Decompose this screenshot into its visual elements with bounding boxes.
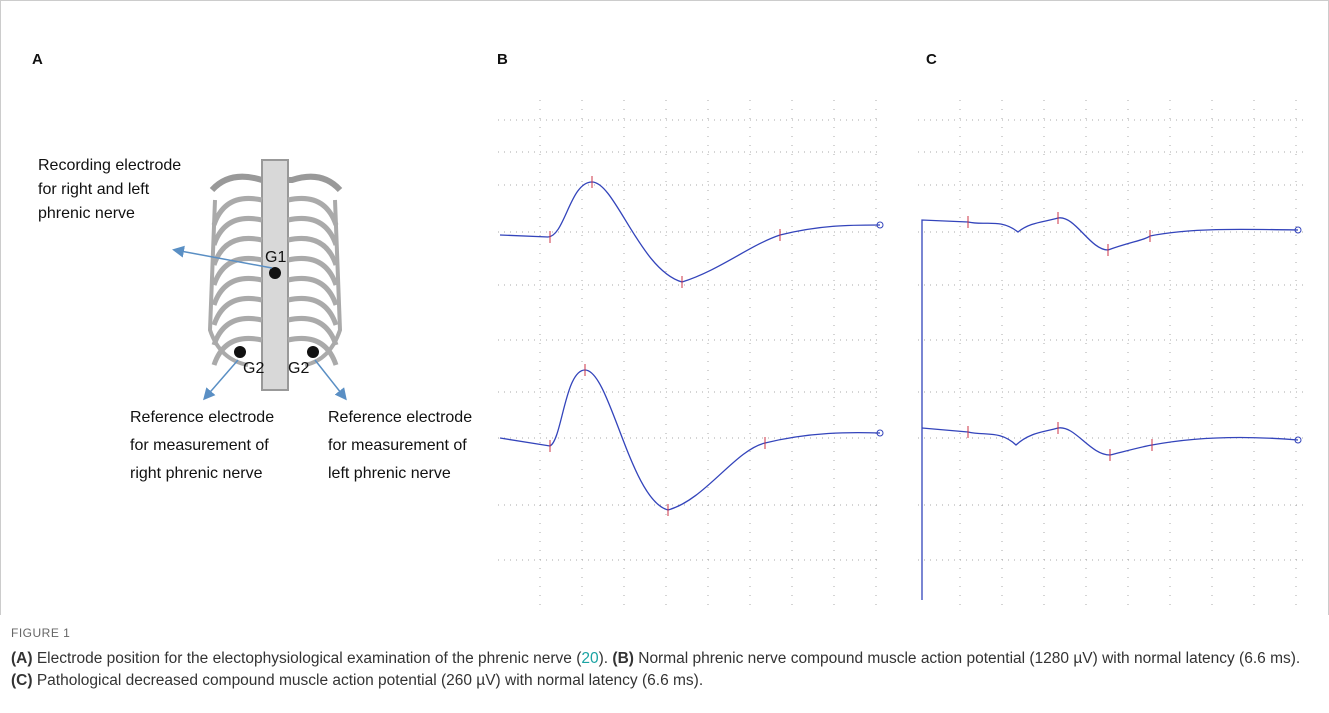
- end-marker: [876, 429, 884, 437]
- rib: [211, 215, 263, 246]
- electrode-label: G2: [288, 360, 309, 377]
- annotation: left phrenic nerve: [328, 465, 451, 482]
- rib: [211, 255, 263, 286]
- annotation: phrenic nerve: [38, 205, 135, 222]
- rib: [211, 195, 263, 226]
- figure-frame: [0, 0, 1329, 615]
- arrow: [203, 359, 239, 401]
- rib: [287, 275, 339, 306]
- rib: [211, 275, 263, 306]
- figure: A B C G1 G2 G2 Recording electrode for r…: [0, 0, 1329, 615]
- annotation: Reference electrode: [130, 409, 274, 426]
- caption-part: ).: [598, 650, 613, 667]
- caption-part: (A): [11, 650, 33, 667]
- end-marker: [876, 221, 884, 229]
- annotation: right phrenic nerve: [130, 465, 263, 482]
- caption: FIGURE 1 (A) Electrode position for the …: [11, 622, 1316, 692]
- annotation: for right and left: [38, 181, 150, 198]
- end-marker: [1294, 436, 1302, 444]
- rib: [287, 255, 339, 286]
- waveform: [921, 217, 1299, 600]
- annotation: Reference electrode: [328, 409, 472, 426]
- panel-label: A: [32, 51, 43, 68]
- rib: [287, 215, 339, 246]
- rib: [287, 195, 339, 226]
- ribs: [211, 195, 339, 366]
- caption-part: Pathological decreased compound muscle a…: [32, 672, 704, 689]
- rib: [211, 335, 263, 366]
- rib: [287, 295, 339, 326]
- waveform: [921, 427, 1299, 456]
- arrow: [172, 245, 273, 269]
- caption-part: Electrode position for the electophysiol…: [32, 650, 582, 667]
- rib: [211, 295, 263, 326]
- rib: [287, 315, 339, 346]
- caption-part: (B): [612, 650, 634, 667]
- grids: [498, 100, 1305, 605]
- arrow: [314, 359, 347, 401]
- panel-label: C: [926, 51, 937, 68]
- panel-label: B: [497, 51, 508, 68]
- caption-part: (C): [11, 672, 33, 689]
- caption-text: (A) Electrode position for the electophy…: [11, 648, 1316, 692]
- rib: [211, 235, 263, 266]
- annotation: Recording electrode: [38, 157, 181, 174]
- cursor-marks: [549, 176, 1302, 516]
- electrode-dot: [234, 346, 246, 358]
- annotation: for measurement of: [130, 437, 269, 454]
- rib: [287, 335, 339, 366]
- end-marker: [1294, 226, 1302, 234]
- citation-link[interactable]: 20: [581, 650, 599, 667]
- electrode-dot: [269, 267, 281, 279]
- electrode-label: G1: [265, 249, 286, 266]
- caption-part: Normal phrenic nerve compound muscle act…: [633, 650, 1301, 667]
- electrode-label: G2: [243, 360, 264, 377]
- rib: [287, 235, 339, 266]
- annotation: for measurement of: [328, 437, 467, 454]
- rib: [211, 315, 263, 346]
- figure-label: FIGURE 1: [11, 626, 71, 640]
- electrode-dot: [307, 346, 319, 358]
- waveform: [499, 369, 881, 511]
